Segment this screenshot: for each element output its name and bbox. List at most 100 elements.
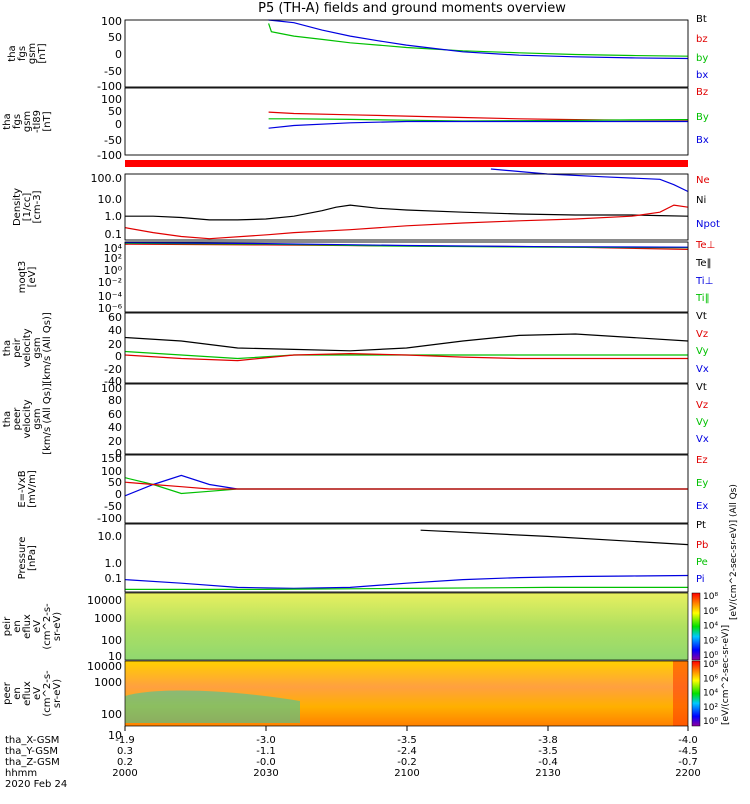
y-axis-label: E=-VxB: [17, 470, 28, 507]
y-tick-label: -40: [104, 375, 122, 388]
ephemeris-row-label: tha_X-GSM: [5, 735, 59, 746]
legend-ti⊥: Ti⊥: [695, 276, 713, 287]
panel-border: [124, 312, 689, 384]
x-tick-label: 0.3: [117, 746, 133, 757]
x-tick-label: -4.0: [678, 735, 698, 746]
legend-ex: Ex: [696, 501, 708, 512]
y-axis-label: peir: [2, 616, 13, 636]
y-axis-label: sr-eV): [52, 612, 63, 641]
y-axis-label: velocity: [22, 328, 33, 367]
colorbar-label: [eV/(cm^2-sec-sr-eV)] (All Qs): [729, 484, 739, 620]
panel-border: [124, 19, 689, 88]
y-axis-label: [eV]: [27, 267, 38, 288]
y-tick-label: 20: [108, 338, 122, 351]
y-axis-label: fgs: [17, 46, 28, 61]
legend-vx: Vx: [696, 434, 709, 445]
legend-te⊥: Te⊥: [695, 240, 715, 251]
colorbar-tick-label: 10²: [703, 636, 718, 646]
x-tick-label: 2000: [112, 768, 137, 779]
y-axis-label: Pressure: [17, 537, 28, 580]
panel-border: [124, 383, 689, 455]
legend-vy: Vy: [696, 417, 709, 428]
y-tick-label: -50: [104, 500, 122, 513]
y-tick-label: 0.1: [105, 228, 123, 241]
y-axis-label: sr-eV): [52, 679, 63, 708]
x-tick-label: -0.4: [538, 757, 558, 768]
ephemeris-row-label: tha_Y-GSM: [5, 746, 58, 757]
y-tick-label: 60: [108, 311, 122, 324]
legend-bz: bz: [696, 34, 708, 45]
colorbar-tick-label: 10⁸: [703, 592, 718, 602]
y-axis-label: tha: [2, 411, 13, 427]
y-tick-label: 100.0: [91, 172, 123, 185]
panel-frame: [124, 523, 689, 593]
colorbar-label: [eV/(cm^2-sec-sr-eV)]: [721, 625, 731, 725]
legend-bz: Bz: [696, 87, 708, 98]
y-axis-label: (cm^2-s-: [42, 670, 53, 717]
y-axis-label: [km/s (All Qs)]: [42, 383, 53, 455]
y-tick-label: 50: [108, 105, 122, 118]
series-bx-line: [268, 19, 689, 60]
x-tick-label: -0.7: [678, 757, 698, 768]
y-tick-label: 10⁻⁴: [98, 290, 123, 303]
flag-bar: [125, 160, 688, 167]
colorbar: [691, 660, 701, 727]
legend-bt: Bt: [696, 14, 707, 25]
y-tick-label: -100: [97, 149, 122, 162]
x-tick-label: -0.0: [256, 757, 276, 768]
series-tb-line: [124, 242, 689, 248]
colorbar: [691, 592, 701, 661]
y-tick-label: 10: [108, 650, 122, 663]
x-tick-label: -3.8: [538, 735, 558, 746]
legend-pb: Pb: [696, 540, 708, 551]
y-tick-label: 100: [101, 708, 122, 721]
y-axis-label: Density: [12, 188, 23, 226]
y-axis-label: velocity: [22, 399, 33, 438]
series-pt-line: [420, 529, 689, 546]
colorbar-tick-label: 10⁴: [703, 622, 718, 632]
legend-bx: bx: [696, 70, 708, 81]
legend-by: by: [696, 53, 708, 64]
panel-border: [124, 454, 689, 524]
series-vz-line: [124, 352, 688, 362]
y-tick-label: 0: [115, 118, 122, 131]
x-tick-label: -4.5: [678, 746, 698, 757]
y-tick-label: 1.0: [105, 557, 123, 570]
y-tick-label: 1.0: [105, 210, 123, 223]
y-tick-label: 10²: [104, 252, 122, 265]
y-tick-label: 10000: [87, 660, 122, 673]
y-axis-label: peir: [12, 337, 23, 357]
y-tick-label: 60: [108, 408, 122, 421]
legend-ne: Ne: [696, 175, 710, 186]
panel-border: [124, 173, 689, 241]
y-tick-label: 40: [108, 324, 122, 337]
legend-by: By: [696, 112, 709, 123]
series-ez-line: [124, 481, 688, 490]
panel-10: 10⁸ 10⁶ 10⁴ 10² 10⁰ [eV/(cm^2-sec-sr-eV)] 1000…: [0, 625, 731, 742]
y-axis-label: eflux: [22, 681, 33, 706]
legend-te‖: Te‖: [695, 258, 712, 269]
date-label: 2020 Feb 24: [5, 779, 67, 790]
y-axis-label: (cm^2-s-: [42, 603, 53, 650]
x-tick-label: -3.0: [256, 735, 276, 746]
ephemeris-row-label: tha_Z-GSM: [5, 757, 60, 768]
series-pi-line: [124, 574, 689, 590]
panel-frame: [124, 173, 689, 241]
panel-1: Bt bz by bx 100 50 0 -50 -100 tha fgs gsm [nT]: [7, 14, 708, 93]
y-tick-label: 0: [115, 447, 122, 460]
y-axis-label: en: [12, 620, 23, 633]
y-axis-label: tha: [0, 618, 3, 634]
x-tick-label: -2.4: [397, 746, 417, 757]
y-tick-label: -100: [97, 80, 122, 93]
series-ne-line: [124, 204, 689, 240]
y-axis-label: peer: [12, 407, 23, 431]
x-tick-label: -3.5: [397, 735, 417, 746]
x-tick-label: 2130: [535, 768, 560, 779]
panel-frame: [124, 19, 689, 88]
colorbar-tick-label: 10²: [703, 703, 718, 713]
y-axis-label: tha: [2, 113, 13, 129]
x-tick-label: 2200: [675, 768, 700, 779]
